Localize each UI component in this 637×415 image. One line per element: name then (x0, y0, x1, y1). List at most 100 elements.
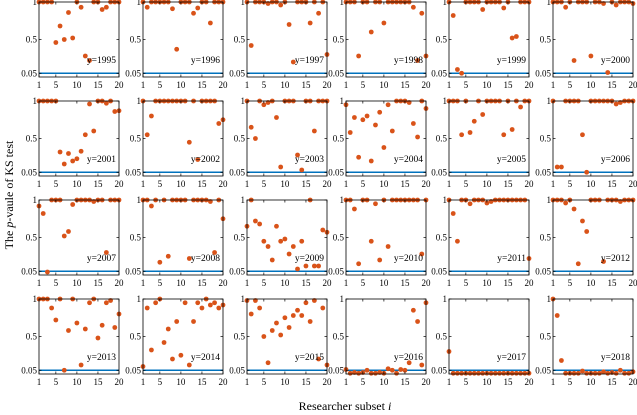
x-tick-label: 20 (629, 80, 637, 90)
data-point (186, 362, 192, 368)
x-tick-label: 20 (323, 278, 333, 288)
panel-year-label: y=2008 (191, 254, 220, 264)
data-point (299, 238, 305, 244)
x-tick-label: 5 (361, 179, 366, 189)
x-tick-label: 15 (301, 80, 311, 90)
y-tick-label: 1 (340, 294, 345, 304)
data-point (613, 370, 619, 376)
data-point (554, 313, 560, 318)
panel: 1 5 10 15 200.050.51y=2002 (125, 96, 228, 189)
y-tick-label: 0.05 (229, 266, 245, 276)
x-tick-label: 20 (323, 80, 333, 90)
x-tick-label: 10 (379, 278, 389, 288)
data-point (368, 158, 374, 164)
x-tick-label: 15 (607, 80, 617, 90)
x-tick-label: 15 (607, 278, 617, 288)
data-point (103, 250, 109, 255)
y-tick-label: 0.5 (130, 332, 142, 342)
data-point (450, 370, 456, 376)
y-tick-label: 0.05 (431, 167, 447, 177)
data-point (53, 40, 59, 45)
data-point (144, 305, 150, 311)
x-tick-label: 15 (400, 179, 410, 189)
data-point (82, 53, 88, 59)
data-point (153, 300, 159, 306)
x-tick-label: 1 (447, 377, 452, 387)
x-tick-label: 1 (551, 80, 556, 90)
x-tick-label: 1 (141, 278, 146, 288)
y-tick-label: 1 (340, 195, 345, 205)
data-point (471, 370, 477, 376)
data-point (377, 109, 383, 115)
data-point (580, 368, 585, 374)
x-tick-label: 10 (482, 377, 492, 387)
y-tick-label: 0.05 (125, 167, 141, 177)
x-tick-label: 15 (400, 80, 410, 90)
y-tick-label: 0.05 (125, 365, 141, 375)
data-point (307, 319, 313, 324)
x-tick-label: 10 (280, 377, 290, 387)
data-point (265, 360, 271, 366)
data-point (61, 233, 67, 239)
data-point (87, 300, 92, 306)
y-tick-label: 1 (443, 0, 448, 7)
x-tick-label: 15 (400, 278, 410, 288)
data-point (415, 134, 420, 140)
panel-year-label: y=2012 (601, 254, 630, 264)
data-point (571, 206, 577, 212)
data-point (518, 370, 523, 376)
x-tick-label: 5 (568, 377, 573, 387)
x-tick-label: 5 (54, 278, 59, 288)
data-point (174, 319, 180, 324)
y-tick-label: 0.5 (333, 233, 345, 243)
data-point (57, 149, 63, 155)
panel-year-label: y=2000 (601, 56, 630, 66)
x-axis-title-prefix: Researcher subset (299, 399, 388, 413)
panel: 1 5 10 15 200.050.51y=1998 (328, 0, 431, 90)
panel: 1 5 10 15 200.050.51y=2007 (21, 195, 124, 288)
data-point (377, 257, 383, 263)
x-tick-label: 20 (525, 278, 535, 288)
data-point (509, 127, 515, 132)
x-tick-label: 20 (115, 278, 125, 288)
data-point (626, 370, 632, 376)
x-tick-label: 10 (586, 278, 596, 288)
y-tick-label: 0.5 (130, 134, 142, 144)
y-tick-label: 1 (443, 294, 448, 304)
data-point (613, 101, 619, 107)
data-point (311, 128, 317, 134)
data-point (265, 244, 271, 249)
data-point (360, 117, 366, 123)
y-tick-label: 0.5 (436, 35, 448, 45)
y-tick-label: 0.05 (431, 266, 447, 276)
x-tick-label: 5 (464, 179, 469, 189)
y-tick-label: 0.05 (229, 167, 245, 177)
y-tick-label: 0.5 (234, 332, 246, 342)
data-point (584, 229, 590, 234)
data-point (195, 5, 201, 11)
data-point (253, 218, 258, 224)
x-tick-label: 10 (280, 179, 290, 189)
x-tick-label: 20 (629, 179, 637, 189)
y-tick-label: 1 (443, 96, 448, 106)
x-tick-label: 10 (72, 377, 82, 387)
data-point (149, 113, 154, 119)
panel: 1 5 10 15 200.050.51y=2006 (535, 96, 637, 189)
x-tick-label: 15 (301, 278, 311, 288)
data-point (368, 29, 374, 35)
y-tick-label: 1 (547, 96, 552, 106)
x-tick-label: 5 (361, 80, 366, 90)
x-tick-label: 10 (176, 278, 186, 288)
data-point (248, 43, 254, 48)
x-tick-label: 15 (301, 179, 311, 189)
data-point (274, 223, 279, 229)
data-point (70, 202, 76, 207)
data-point (368, 370, 374, 376)
data-point (269, 328, 275, 333)
y-tick-label: 1 (241, 0, 246, 7)
panel: 1 5 10 15 200.050.51y=2008 (125, 195, 228, 288)
y-tick-label: 0.05 (328, 266, 344, 276)
data-point (613, 2, 619, 8)
data-point (385, 366, 391, 372)
